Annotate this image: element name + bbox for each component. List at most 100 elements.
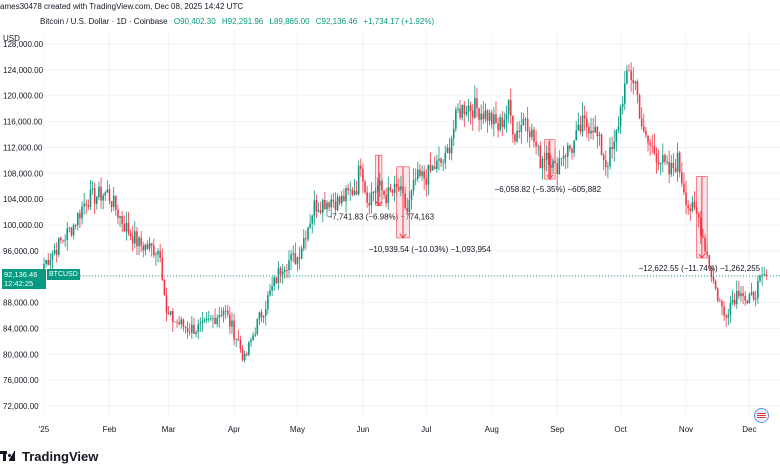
candle-body	[643, 126, 645, 132]
candle-body	[362, 168, 364, 182]
candle-body	[583, 115, 586, 119]
candle-body	[163, 279, 166, 296]
ohlc-values: O90,402.30 H92,291.96 L89,865.00 C92,136…	[174, 17, 438, 26]
y-tick-label: 96,000.00	[3, 247, 39, 256]
candle-body	[364, 181, 366, 193]
candle-body	[178, 322, 180, 325]
candle-body	[440, 158, 442, 163]
candle-body	[412, 179, 415, 191]
x-tick-label: Oct	[614, 425, 627, 434]
candle-body	[79, 213, 81, 219]
measure-arrowhead	[546, 174, 554, 180]
candle-body	[461, 104, 463, 118]
brand-name: TradingView	[22, 448, 99, 464]
candle-body	[738, 290, 740, 297]
candle-body	[674, 167, 677, 172]
candle-body	[237, 338, 240, 341]
candle-body	[391, 190, 394, 193]
candle-body	[267, 295, 269, 310]
candle-body	[497, 123, 499, 131]
candle-body	[400, 186, 402, 191]
x-tick-label: May	[290, 425, 305, 434]
candle-body	[330, 199, 333, 208]
candle-body	[581, 115, 584, 132]
candle-body	[347, 188, 349, 191]
candle-body	[613, 141, 616, 150]
candle-body	[72, 225, 75, 236]
candle-body	[328, 202, 330, 208]
candle-body	[366, 192, 368, 203]
candle-body	[708, 255, 711, 268]
candle-body	[716, 288, 719, 301]
candle-body	[102, 195, 104, 201]
candle-body	[706, 251, 708, 256]
candle-body	[457, 108, 459, 110]
candle-body	[678, 152, 681, 173]
candle-body	[721, 301, 723, 307]
candle-body	[393, 183, 396, 193]
y-tick-label: 116,000.00	[3, 118, 43, 127]
candle-body	[478, 108, 480, 120]
candle-body	[140, 237, 142, 246]
high-value: H92,291.96	[221, 17, 264, 26]
candle-body	[144, 244, 147, 251]
candle-body	[624, 83, 626, 104]
close-value: C92,136.46	[315, 17, 358, 26]
x-tick-label: Mar	[162, 425, 176, 434]
candle-body	[49, 259, 52, 265]
candle-body	[212, 317, 214, 319]
candle-body	[465, 111, 468, 115]
candle-body	[514, 134, 516, 142]
candle-body	[119, 216, 121, 218]
candle-body	[136, 231, 138, 247]
candle-body	[590, 130, 592, 134]
candle-body	[216, 317, 218, 325]
candle-body	[340, 195, 343, 204]
x-tick-label: Dec	[742, 425, 756, 434]
candle-body	[640, 118, 643, 127]
flag-badge-icon[interactable]	[754, 408, 769, 423]
candle-body	[615, 130, 618, 142]
candle-body	[233, 320, 235, 340]
candle-body	[87, 205, 90, 207]
candle-body	[115, 195, 117, 210]
candle-body	[554, 160, 556, 164]
candle-body	[123, 224, 126, 232]
candle-body	[294, 253, 297, 265]
candle-body	[264, 309, 267, 317]
candle-body	[180, 319, 183, 325]
candle-body	[733, 300, 736, 305]
candle-body	[321, 200, 324, 213]
candle-body	[360, 165, 362, 169]
candle-body	[712, 276, 715, 281]
y-tick-label: 112,000.00	[3, 143, 43, 152]
candle-body	[188, 332, 191, 333]
candle-body	[311, 215, 314, 224]
candle-body	[757, 280, 759, 299]
candle-body	[695, 207, 698, 214]
candle-body	[229, 314, 231, 327]
candle-body	[550, 164, 552, 168]
candle-body	[600, 134, 603, 156]
candle-body	[503, 119, 506, 128]
currency-label: USD	[3, 34, 20, 43]
candle-body	[258, 312, 261, 319]
candle-body	[47, 259, 50, 265]
candle-body	[573, 140, 575, 153]
y-tick-label: 76,000.00	[3, 376, 39, 385]
candle-body	[564, 155, 567, 157]
tradingview-logo-icon	[0, 451, 16, 461]
candle-body	[545, 152, 548, 160]
x-tick-label: Apr	[228, 425, 241, 434]
candle-body	[60, 237, 62, 241]
x-tick-label: Aug	[485, 425, 499, 434]
candle-body	[727, 314, 730, 318]
candle-body	[191, 324, 193, 333]
candle-body	[406, 207, 409, 213]
candle-body	[283, 269, 286, 272]
candle-body	[142, 245, 145, 251]
candle-body	[290, 254, 292, 261]
candle-body	[205, 319, 208, 320]
candle-body	[201, 321, 204, 323]
